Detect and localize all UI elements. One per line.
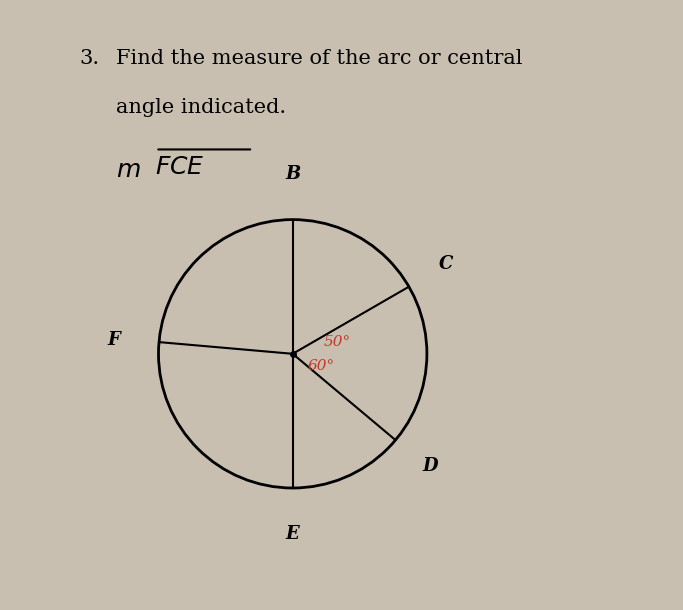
Text: Find the measure of the arc or central: Find the measure of the arc or central — [116, 49, 522, 68]
Text: 3.: 3. — [79, 49, 99, 68]
Text: E: E — [285, 525, 300, 543]
Text: $\mathbf{\mathit{m}}$: $\mathbf{\mathit{m}}$ — [116, 159, 141, 182]
Text: B: B — [285, 165, 301, 183]
Text: C: C — [438, 255, 453, 273]
Text: F: F — [107, 331, 120, 350]
Text: D: D — [422, 457, 438, 475]
Text: 60°: 60° — [308, 359, 335, 373]
Text: $\mathbf{\mathit{FCE}}$: $\mathbf{\mathit{FCE}}$ — [156, 156, 205, 179]
Text: 50°: 50° — [323, 335, 350, 348]
Text: angle indicated.: angle indicated. — [116, 98, 286, 117]
